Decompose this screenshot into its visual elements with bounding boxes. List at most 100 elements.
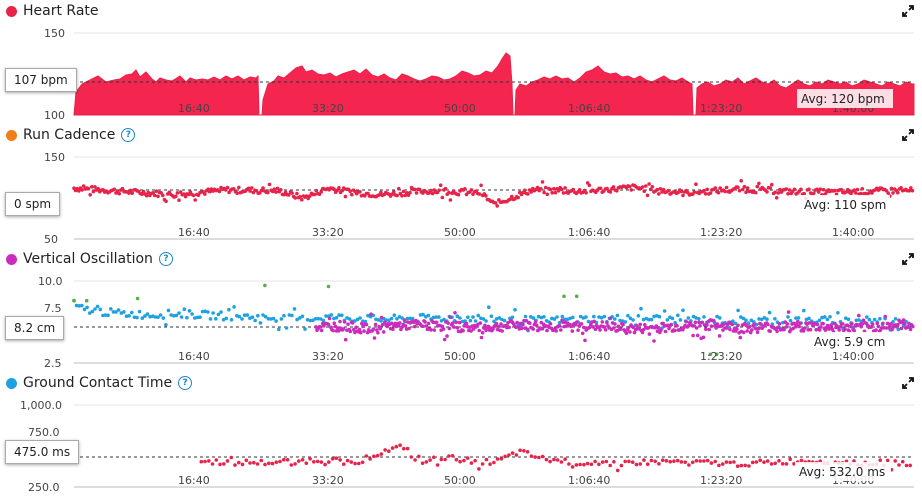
- cadence-point: [395, 193, 399, 198]
- vo-point-purple: [500, 329, 505, 333]
- help-icon[interactable]: ?: [121, 128, 136, 142]
- gct-point: [398, 443, 402, 447]
- help-icon[interactable]: ?: [178, 376, 193, 390]
- cadence-point: [802, 191, 806, 196]
- vo-point-purple: [548, 322, 553, 326]
- vo-point-blue: [219, 310, 223, 314]
- gct-point: [765, 459, 770, 463]
- vo-point-purple: [684, 319, 688, 324]
- expand-icon[interactable]: [902, 253, 914, 265]
- cadence-point: [127, 191, 131, 195]
- gct-point: [702, 459, 706, 463]
- gct-point: [735, 464, 740, 468]
- vo-point-purple: [838, 324, 843, 329]
- vo-point-blue: [458, 316, 462, 320]
- vo-point-blue: [400, 316, 404, 320]
- expand-icon[interactable]: [902, 377, 914, 389]
- vo-point-purple: [461, 328, 465, 333]
- gct-point: [784, 462, 789, 466]
- vo-point-blue: [676, 313, 680, 318]
- gct-point: [653, 459, 657, 464]
- vo-point-purple: [659, 328, 663, 333]
- vo-point-purple: [705, 323, 709, 327]
- gct-point: [349, 460, 354, 464]
- gct-point: [687, 463, 691, 467]
- vo-point-purple: [371, 327, 376, 331]
- vo-point-blue: [319, 317, 323, 321]
- gct-point: [683, 460, 687, 464]
- vo-point-blue: [473, 319, 478, 323]
- series-dot-icon: [6, 5, 17, 17]
- vo-point-purple: [533, 319, 538, 324]
- vo-point-purple: [861, 318, 866, 322]
- gct-point: [503, 454, 507, 459]
- vo-point-purple: [540, 327, 545, 331]
- vo-point-purple: [426, 321, 431, 326]
- vo-point-purple: [598, 328, 602, 332]
- vo-point-blue: [657, 314, 662, 319]
- gct-point: [518, 448, 522, 453]
- vo-point-blue: [387, 318, 391, 323]
- vo-point-purple: [704, 327, 708, 331]
- vo-point-purple: [348, 329, 353, 334]
- vo-point-blue: [471, 315, 475, 319]
- help-icon[interactable]: ?: [158, 252, 173, 266]
- vo-point-purple: [908, 327, 913, 332]
- vo-point-purple: [784, 325, 789, 329]
- vo-point-blue: [431, 315, 436, 320]
- gct-point: [522, 449, 526, 453]
- cadence-point: [207, 189, 212, 194]
- vo-point-purple: [429, 328, 433, 332]
- vo-point-blue: [198, 315, 202, 319]
- expand-icon[interactable]: [902, 5, 914, 17]
- gct-point: [432, 455, 436, 460]
- gct-point: [507, 453, 511, 457]
- gct-point: [492, 460, 496, 465]
- vo-point-blue: [187, 309, 192, 313]
- ground-contact-time-points: [199, 443, 912, 473]
- vo-point-blue: [148, 314, 152, 319]
- x-tick-label: 1:23:20: [700, 226, 742, 239]
- vo-point-blue: [896, 327, 901, 332]
- cadence-point: [694, 182, 698, 186]
- gct-point: [578, 462, 582, 467]
- vo-point-green: [562, 294, 566, 299]
- vo-point-purple: [445, 334, 449, 338]
- cadence-point: [88, 193, 92, 197]
- vo-point-blue: [324, 314, 328, 318]
- cadence-point: [266, 190, 270, 195]
- vo-point-purple: [876, 324, 881, 329]
- vo-point-purple: [656, 326, 661, 330]
- vo-point-purple: [338, 319, 342, 324]
- vo-point-blue: [82, 307, 87, 312]
- gct-point: [694, 459, 699, 463]
- vo-point-purple: [346, 322, 350, 326]
- vo-point-purple: [850, 321, 854, 326]
- vo-point-blue: [240, 317, 244, 321]
- vo-point-purple: [906, 325, 910, 329]
- cadence-point: [757, 181, 761, 186]
- vo-point-blue: [250, 315, 255, 319]
- vo-point-purple: [815, 322, 820, 327]
- cadence-point: [429, 188, 433, 193]
- gct-point: [675, 458, 680, 463]
- vo-point-purple: [376, 330, 380, 335]
- vo-point-blue: [817, 318, 822, 323]
- heart-rate-chart: 150 100 16:40 33:20 50:00 1:06:40 1:23:2…: [44, 27, 915, 122]
- cadence-point: [642, 189, 646, 193]
- vo-point-blue: [85, 305, 89, 310]
- vo-point-purple: [380, 322, 385, 327]
- vo-point-purple: [580, 331, 585, 336]
- vo-point-purple: [896, 322, 900, 327]
- vo-point-blue: [592, 314, 596, 319]
- vo-point-blue: [214, 317, 218, 321]
- gct-point: [297, 459, 301, 463]
- cadence-point: [414, 191, 419, 195]
- vo-point-purple: [823, 328, 828, 332]
- vo-point-purple: [857, 313, 861, 318]
- expand-icon[interactable]: [902, 129, 914, 141]
- vo-point-purple: [432, 328, 437, 332]
- vo-point-blue: [74, 303, 79, 308]
- gct-point: [368, 457, 372, 461]
- vo-point-green: [135, 296, 140, 301]
